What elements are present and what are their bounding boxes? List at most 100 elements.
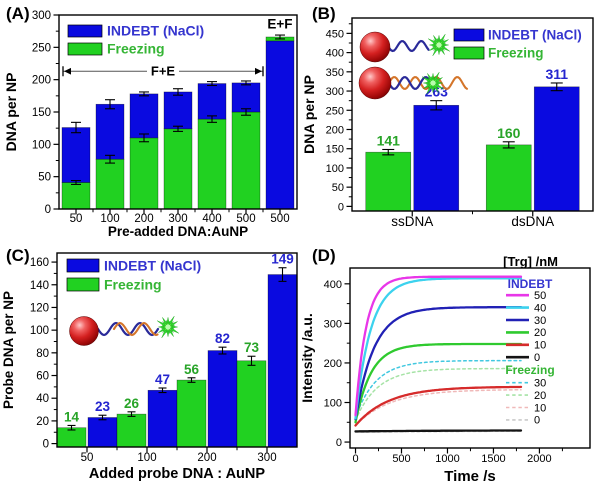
legend-swatch-indebt (66, 258, 100, 273)
curve-indebt-10 (354, 385, 523, 427)
panel-label-b: (B) (312, 4, 336, 23)
y-tick-label: 0 (43, 439, 49, 451)
bar-indebt-300 (267, 274, 298, 448)
x-tick-label: 200 (197, 452, 216, 464)
x-axis-ticks: ssDNA dsDNA (391, 211, 554, 229)
error-bar (241, 80, 251, 86)
x-axis-title: Time /s (444, 468, 495, 485)
ef-annotation: E+F (267, 17, 292, 32)
legend-label: 10 (534, 340, 546, 352)
legend-label: 10 (534, 402, 546, 414)
x-tick-label: 300 (257, 452, 276, 464)
bars (56, 274, 298, 448)
curve-freezing-20 (354, 367, 522, 422)
bar-indebt-500 (265, 40, 295, 210)
y-tick-label: 120 (30, 302, 49, 314)
gold-nanoparticle-icon (359, 31, 391, 63)
value-label: 149 (271, 252, 294, 267)
panel-label-d: (D) (312, 246, 336, 265)
x-tick-label: 100 (137, 452, 156, 464)
bar-indebt-ssDNA (413, 104, 460, 212)
legend: INDEBT (NaCl) Freezing (67, 23, 204, 57)
complement-strand (112, 321, 159, 337)
error-bar (430, 100, 443, 111)
x-axis-title: Pre-added DNA:AuNP (108, 224, 248, 239)
fe-annotation: F+E (151, 63, 176, 78)
gold-nanoparticle-icon (358, 66, 392, 100)
y-tick-label: 200 (324, 358, 342, 370)
bar-indebt-50 (87, 417, 118, 448)
x-tick-label: ssDNA (391, 214, 433, 229)
bar-freezing-100 (95, 158, 125, 210)
y-tick-label: 160 (30, 257, 49, 269)
bar-freezing-200 (129, 137, 159, 210)
error-bar (550, 82, 563, 92)
plot-frame (349, 267, 591, 449)
legend-label: Freezing (104, 277, 162, 293)
legend-group-header: INDEBT (508, 277, 553, 291)
bar-freezing-ssDNA (365, 151, 412, 212)
legend: INDEBT (NaCl) Freezing (453, 28, 582, 61)
fe-span-arrow: F+E (62, 63, 264, 78)
plot-frame (56, 252, 298, 448)
legend-label: INDEBT (NaCl) (488, 28, 582, 43)
error-bar (127, 411, 136, 417)
value-label: 26 (124, 396, 140, 411)
aunp-ssdna-fluorophore-icon (359, 31, 451, 63)
y-tick-label: 40 (36, 393, 49, 405)
error-bar (105, 99, 115, 110)
error-bar (71, 121, 81, 134)
y-tick-label: 300 (326, 86, 344, 98)
x-axis-ticks: 50 100 200 300 (81, 447, 277, 464)
y-tick-label: 350 (326, 67, 344, 79)
x-axis-ticks: 50 100 200 300 400 500 500 (70, 209, 290, 225)
panel-label-a: (A) (6, 4, 30, 23)
x-tick-label: 300 (168, 213, 187, 225)
x-tick-label: 0 (352, 453, 358, 465)
bar-indebt-200 (207, 350, 238, 448)
y-tick-label: 100 (32, 139, 51, 151)
bar-freezing-500 (231, 111, 261, 210)
curve-indebt-40 (354, 277, 523, 420)
value-label: 23 (95, 399, 111, 414)
y-axis-ticks: 0 100 200 300 400 (324, 279, 350, 449)
x-tick-label: 1000 (435, 453, 459, 465)
y-tick-label: 300 (324, 318, 342, 330)
aunp-dsdna-fluorophore-icon (358, 66, 469, 100)
x-tick-label: 500 (392, 453, 410, 465)
y-tick-label: 0 (336, 437, 342, 449)
panel-label-c: (C) (6, 246, 30, 265)
value-label: 14 (64, 409, 80, 424)
y-tick-label: 100 (326, 163, 344, 175)
legend: INDEBT (NaCl) Freezing (66, 258, 201, 293)
error-bar (241, 108, 251, 116)
value-label: 311 (545, 66, 568, 82)
curve-indebt-30 (354, 306, 523, 421)
error-bar (502, 141, 515, 149)
x-axis-ticks: 0 500 1000 1500 2000 (352, 448, 563, 465)
error-bar (173, 88, 183, 96)
error-bar (207, 115, 217, 123)
legend-label: 30 (534, 378, 546, 390)
curve-freezing-10 (354, 389, 522, 427)
error-bar (207, 81, 217, 87)
probe-strand (96, 321, 160, 337)
error-bar (247, 355, 256, 366)
legend-label: Freezing (107, 41, 165, 57)
bar-freezing-200 (176, 379, 207, 448)
y-tick-label: 50 (332, 182, 344, 194)
x-tick-label: 1500 (481, 453, 505, 465)
error-bar (67, 424, 76, 431)
legend-swatch-freezing (66, 277, 100, 292)
gold-nanoparticle-icon (69, 316, 99, 346)
y-axis-title: DNA per NP (3, 73, 19, 152)
curve-indebt-20 (354, 342, 523, 424)
y-tick-label: 200 (326, 124, 344, 136)
y-tick-label: 140 (30, 280, 49, 292)
value-label: 160 (497, 125, 521, 141)
y-tick-label: 60 (36, 371, 49, 383)
bar-indebt-300 (163, 91, 193, 130)
error-bar (275, 34, 285, 40)
x-axis-title: Added probe DNA : AuNP (89, 466, 265, 482)
error-bar (98, 414, 107, 421)
